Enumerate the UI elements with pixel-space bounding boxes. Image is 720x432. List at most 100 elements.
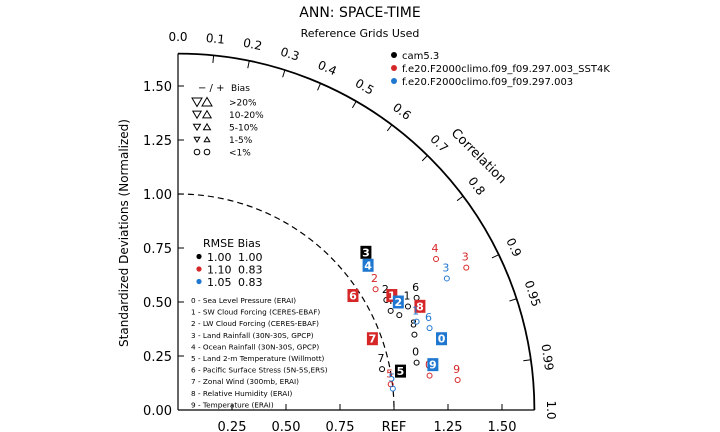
bias-down-icon (191, 110, 203, 120)
outer-arc (177, 52, 536, 411)
data-point-label: 2 (371, 272, 378, 285)
data-point-bias-marker (387, 307, 394, 314)
bias-down-icon (192, 123, 202, 132)
bias-up-icon (201, 109, 213, 119)
legend: cam5.3 f.e20.F2000climo.f09_f09.297.003_S… (191, 51, 610, 409)
data-point: 3 (462, 251, 470, 271)
x-tick-label: 1.25 (434, 420, 463, 432)
bias-value: 1.00 (238, 251, 263, 264)
bias-legend-label: 10-20% (229, 111, 264, 121)
data-point-label: 8 (410, 318, 417, 331)
variable-legend-item: 6 - Pacific Surface Stress (5N-5S,ERS) (191, 366, 328, 375)
data-point-box (386, 289, 398, 303)
bias-value: 0.83 (238, 276, 263, 289)
data-point-box (360, 245, 372, 259)
data-point-label: 0 (438, 333, 446, 346)
data-point: 0 (436, 332, 448, 346)
correlation-tick (351, 101, 357, 109)
data-point-bias-marker (433, 256, 440, 262)
data-point-box (436, 332, 448, 346)
correlation-tick-label: 0.9 (503, 236, 524, 259)
rmse-bias-header: RMSE Bias (203, 237, 261, 250)
data-point: 1 (412, 305, 420, 325)
y-tick-label: 0.25 (143, 350, 172, 365)
data-point-label: 0 (412, 346, 419, 359)
data-point-bias-marker (426, 325, 433, 332)
data-point: 6 (347, 289, 359, 303)
data-point-label: 1 (412, 305, 419, 318)
case-legend-marker (391, 65, 397, 71)
bias-legend-label: <1% (229, 149, 251, 159)
bias-legend-label: 5-10% (229, 124, 258, 134)
case-legend-label: f.e20.F2000climo.f09_f09.297.003_SST4K (402, 64, 610, 75)
bias-down-icon (193, 136, 201, 144)
data-point-label: 6 (425, 311, 432, 324)
bias-circle-icon (203, 148, 211, 156)
data-point: 7 (378, 352, 386, 373)
correlation-tick-label: 0.2 (242, 36, 264, 54)
data-point-label: 3 (362, 246, 370, 259)
data-point: 7 (366, 332, 378, 346)
data-point-bias-marker (443, 275, 450, 282)
correlation-tick-label: 0.3 (279, 45, 301, 64)
data-point-label: 6 (349, 290, 357, 303)
data-point: 3 (442, 261, 450, 282)
variable-legend-item: 8 - Relative Humidity (ERAI) (191, 389, 292, 398)
data-point: 3 (360, 245, 372, 259)
data-point-box (427, 358, 439, 372)
bias-legend-header: Bias (231, 84, 250, 94)
bias-down-icon (191, 97, 203, 108)
data-point-label: 2 (382, 283, 389, 296)
chart-subtitle: Reference Grids Used (301, 27, 420, 40)
data-point-box (392, 295, 404, 309)
correlation-tick-label: 0.7 (427, 132, 450, 155)
correlation-tick (317, 83, 322, 91)
data-points: 3057861249678143290543209615 (347, 242, 470, 392)
bias-legend-label: 1-5% (229, 136, 253, 146)
variable-legend-item: 1 - SW Cloud Forcing (CERES-EBAF) (191, 308, 320, 317)
data-point-bias-marker (404, 303, 411, 310)
y-tick-label: 1.00 (143, 188, 172, 203)
correlation-tick-label: 0.4 (316, 58, 339, 78)
data-point: 9 (453, 363, 461, 383)
variable-legend-item: 5 - Land 2-m Temperature (Willmott) (191, 354, 325, 363)
variable-legend-item: 9 - Temperature (ERAI) (191, 400, 274, 409)
bias-legend-sign: − / + (198, 83, 224, 94)
data-point-label: 8 (416, 300, 424, 313)
data-point-box (362, 258, 374, 272)
rmse-row-marker (196, 253, 202, 260)
data-point: 8 (414, 299, 426, 313)
bias-legend-label: >20% (229, 99, 257, 109)
data-point-label: 2 (394, 296, 402, 309)
variable-legend-item: 7 - Zonal Wind (300mb, ERAI) (191, 377, 299, 386)
data-point-box (347, 289, 359, 303)
correlation-tick (282, 69, 286, 78)
data-point-bias-marker (379, 366, 386, 373)
y-tick-label: 0.75 (143, 242, 172, 257)
data-point: 6 (412, 281, 420, 301)
correlation-tick-label: 0.1 (205, 31, 225, 47)
data-point: 5 (394, 364, 406, 378)
correlation-tick-label: 0.6 (390, 100, 414, 123)
data-point-label: 1 (403, 290, 410, 303)
correlation-tick-label: 0.0 (168, 30, 187, 44)
data-point-bias-marker (411, 331, 418, 338)
correlation-tick (456, 195, 464, 202)
correlation-tick-label: 1.0 (544, 400, 558, 419)
axes: 0.000.250.500.751.001.251.500.25 0.50 0.75… (143, 30, 558, 432)
data-point: 0 (412, 346, 420, 366)
data-point-label: 9 (429, 359, 437, 372)
data-point-label: 5 (386, 367, 393, 380)
data-point: 4 (362, 258, 374, 272)
rmse-value: 1.05 (207, 276, 232, 289)
data-point-box (394, 364, 406, 378)
data-point-label: 3 (442, 261, 449, 274)
data-point-label: 5 (388, 372, 395, 385)
data-point-bias-marker (413, 359, 420, 366)
data-point: 1 (386, 289, 398, 303)
case-legend-marker (391, 52, 397, 58)
variable-legend-item: 0 - Sea Level Pressure (ERAI) (191, 296, 296, 305)
x-tick-label: 0.25 (218, 420, 247, 432)
